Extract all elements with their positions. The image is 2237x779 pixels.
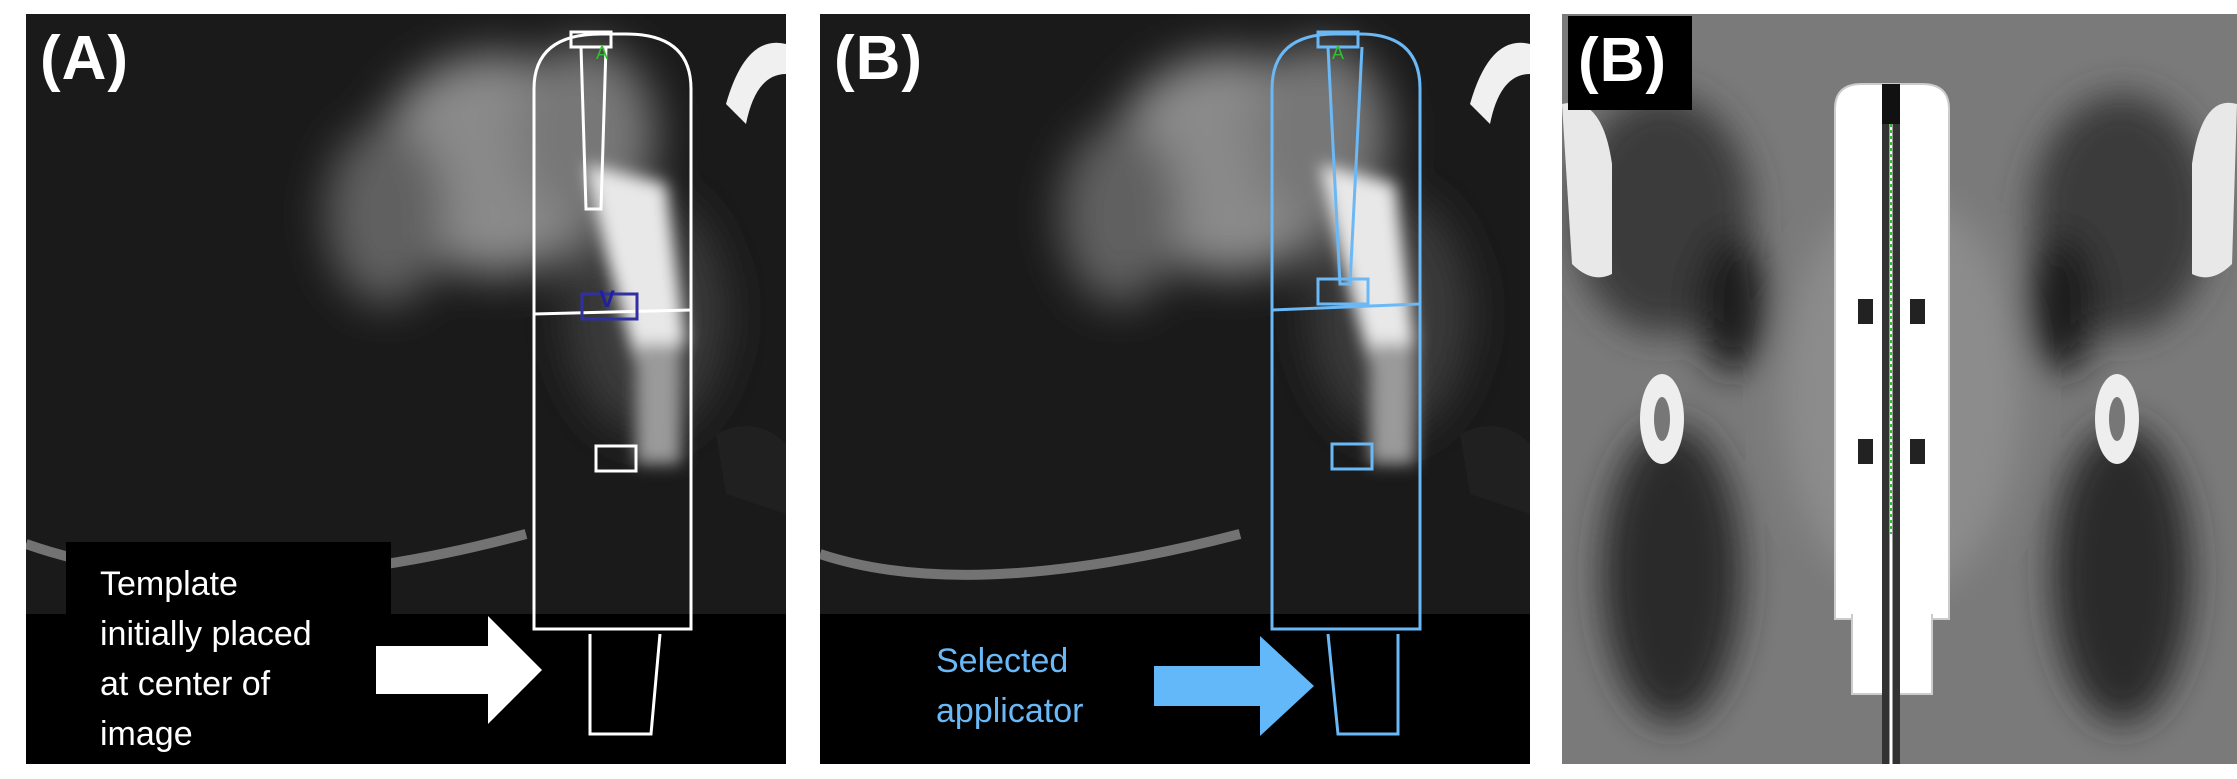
- panel-a-ct-sagittal: V A (A) Template initially placed at cen…: [26, 14, 786, 764]
- caption-a: Template initially placed at center of i…: [100, 565, 312, 753]
- svg-text:V: V: [599, 286, 615, 313]
- ct-image-c: [1562, 14, 2237, 764]
- label-background: [1568, 16, 1692, 110]
- arrow-right-icon: [376, 616, 542, 724]
- applicator-outline-b: [1270, 30, 1422, 736]
- panel-label-b: (B): [834, 24, 924, 93]
- caption-b: Selected applicator: [936, 642, 1084, 730]
- arrow-right-icon: [1154, 636, 1314, 736]
- ct-image-b: A: [820, 14, 1530, 764]
- applicator-outline-a: [532, 30, 693, 736]
- panel-label-a: (A): [40, 24, 130, 93]
- panel-label-c: (B): [1578, 26, 1668, 95]
- svg-text:A: A: [1332, 43, 1344, 63]
- panel-b-ct-sagittal: A (B) Selected applicator: [820, 14, 1530, 764]
- panel-c-ct-coronal: (B): [1562, 14, 2237, 764]
- svg-text:A: A: [596, 43, 608, 63]
- ct-image-a: V A: [26, 14, 786, 764]
- applicator-c: [1834, 83, 1950, 764]
